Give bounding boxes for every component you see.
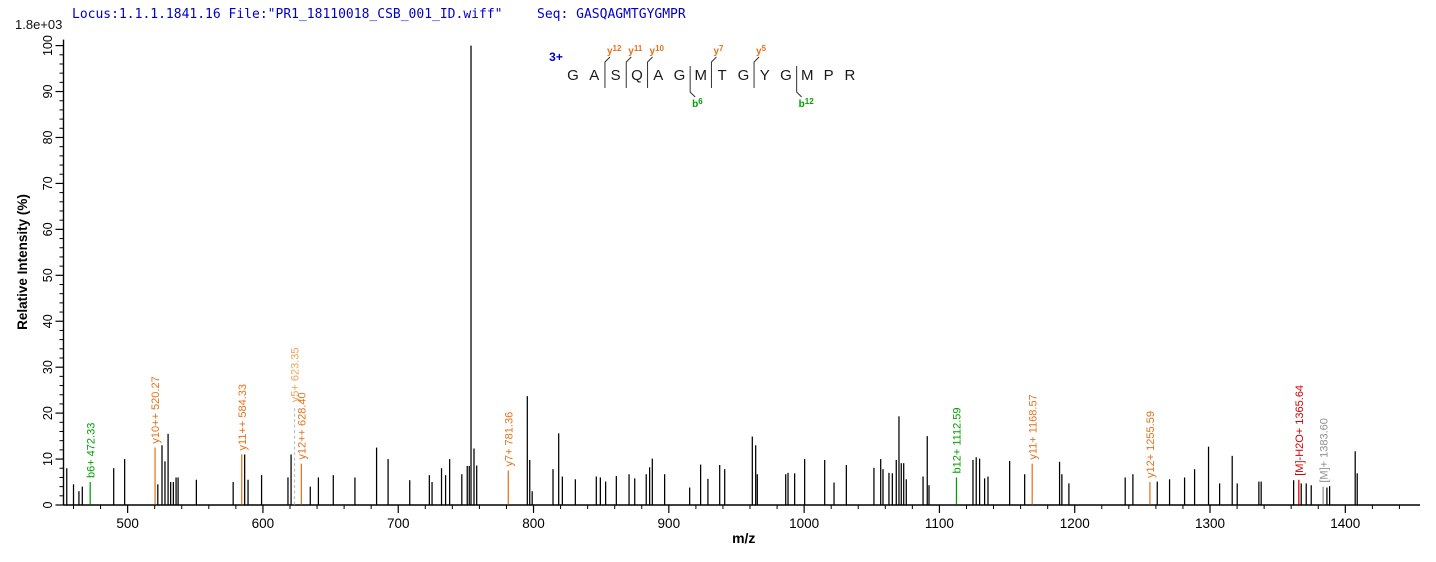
residue-letter: M <box>695 67 708 84</box>
x-tick-label: 1000 <box>789 516 819 531</box>
residue-letter: G <box>780 67 792 84</box>
peak-label: b6+ 472.33 <box>85 423 97 478</box>
peak-label: y11+ 1168.57 <box>1027 394 1039 459</box>
y-ion-marker-label: y11 <box>628 44 643 57</box>
x-tick-label: 1200 <box>1060 516 1090 531</box>
peak-label: y10++ 520.27 <box>150 376 162 443</box>
sequence-header: Seq: GASQAGMTGYGMPR <box>537 7 686 22</box>
x-axis-title: m/z <box>732 530 755 546</box>
y-tick-label: 100 <box>41 35 55 56</box>
peak-label: b12+ 1112.59 <box>952 407 964 473</box>
x-tick-label: 800 <box>522 516 545 531</box>
y-ion-divider <box>753 56 760 88</box>
y-ion-marker-label: y12 <box>607 44 622 57</box>
x-tick-label: 900 <box>658 516 681 531</box>
peak-label: y12+ 1255.59 <box>1145 411 1157 478</box>
precursor-charge: 3+ <box>549 50 563 64</box>
peak-label: y7+ 781.36 <box>504 412 516 467</box>
peak-label: y5+ 623.35 <box>290 347 302 402</box>
y-tick-label: 80 <box>41 130 55 144</box>
peak-label: y11++ 584.33 <box>237 384 249 450</box>
y-tick-label: 50 <box>41 268 55 282</box>
y-ion-divider <box>604 56 611 88</box>
residue-letter: A <box>589 67 599 84</box>
residue-letter: P <box>824 67 834 84</box>
peak-label: [M]+ 1383.60 <box>1318 418 1330 483</box>
b-ion-marker-label: b12 <box>799 97 815 110</box>
x-tick-label: 1100 <box>925 516 954 531</box>
y-ion-marker-label: y7 <box>713 44 724 57</box>
seq-label: Seq: <box>537 7 569 22</box>
residue-letter: T <box>718 67 727 84</box>
header: Locus:1.1.1.1841.16 File:"PR1_18110018_C… <box>0 7 1436 52</box>
seq-value: GASQAGMTGYGMPR <box>576 7 686 22</box>
residue-letter: G <box>674 67 686 84</box>
residue-letter: A <box>653 67 663 84</box>
y-tick-label: 10 <box>41 452 55 466</box>
x-tick-label: 700 <box>387 516 410 531</box>
residue-letter: G <box>567 67 579 84</box>
residue-letter: G <box>738 67 750 84</box>
x-tick-label: 600 <box>252 516 275 531</box>
y-ion-divider <box>625 56 632 88</box>
y-axis-title: Relative Intensity (%) <box>15 194 30 330</box>
residue-letter: Y <box>760 67 770 84</box>
x-tick-label: 500 <box>116 516 139 531</box>
residue-letter: R <box>844 67 855 84</box>
residue-letter: M <box>801 67 814 84</box>
locus-file-label: Locus:1.1.1.1841.16 File:"PR1_18110018_C… <box>72 7 503 22</box>
x-tick-label: 1400 <box>1330 516 1360 531</box>
y-ion-divider <box>647 56 653 88</box>
residue-letter: Q <box>631 67 643 84</box>
y-tick-label: 40 <box>41 314 55 328</box>
peak-label: [M]-H2O+ 1365.64 <box>1294 385 1306 476</box>
y-ion-marker-label: y10 <box>650 44 665 57</box>
max-intensity-label: 1.8e+03 <box>15 17 63 32</box>
b-ion-divider <box>796 66 803 98</box>
y-tick-label: 70 <box>41 176 55 190</box>
y-tick-label: 30 <box>41 360 55 374</box>
y-tick-label: 0 <box>41 501 55 508</box>
y-tick-label: 60 <box>41 222 55 236</box>
y-tick-label: 20 <box>41 406 55 420</box>
y-ion-marker-label: y5 <box>756 44 767 57</box>
y-tick-label: 90 <box>41 85 55 99</box>
y-ion-divider <box>710 56 717 88</box>
residue-letter: S <box>611 67 621 84</box>
peak-label: y12++ 628.40 <box>297 392 309 459</box>
x-tick-label: 1300 <box>1195 516 1225 531</box>
b-ion-divider <box>689 66 696 98</box>
b-ion-marker-label: b6 <box>692 97 703 110</box>
